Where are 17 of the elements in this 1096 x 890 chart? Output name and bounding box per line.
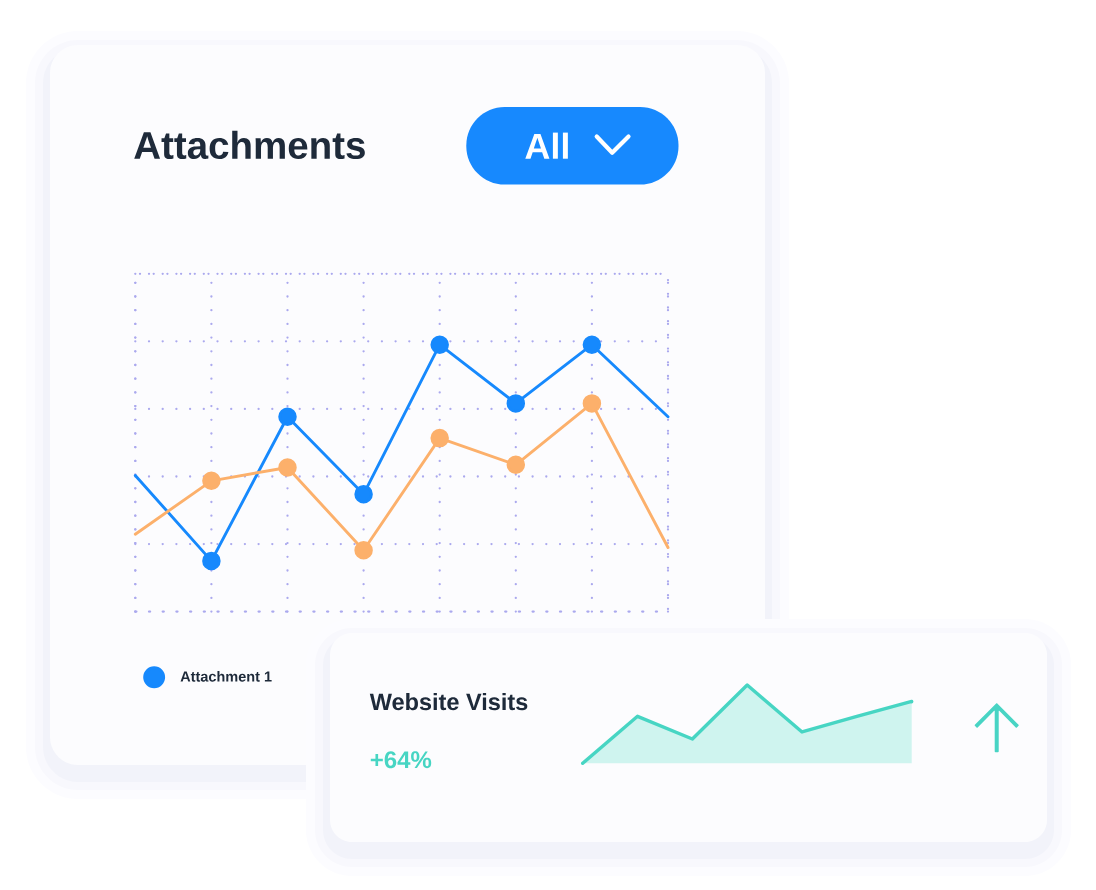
chart-title: Attachments <box>134 130 365 160</box>
point <box>506 394 526 413</box>
text: +64% <box>370 751 432 769</box>
point <box>278 407 297 426</box>
chart-title: Website Visits <box>369 692 528 711</box>
point <box>582 394 602 413</box>
point <box>430 428 449 448</box>
point <box>354 540 373 560</box>
point <box>506 455 526 475</box>
point <box>278 458 297 477</box>
text: All <box>525 132 568 159</box>
point <box>582 335 602 354</box>
point <box>202 551 221 571</box>
point <box>430 335 449 354</box>
point <box>202 471 221 491</box>
legend-label: Attachment 1 <box>180 671 272 682</box>
point <box>354 484 373 504</box>
